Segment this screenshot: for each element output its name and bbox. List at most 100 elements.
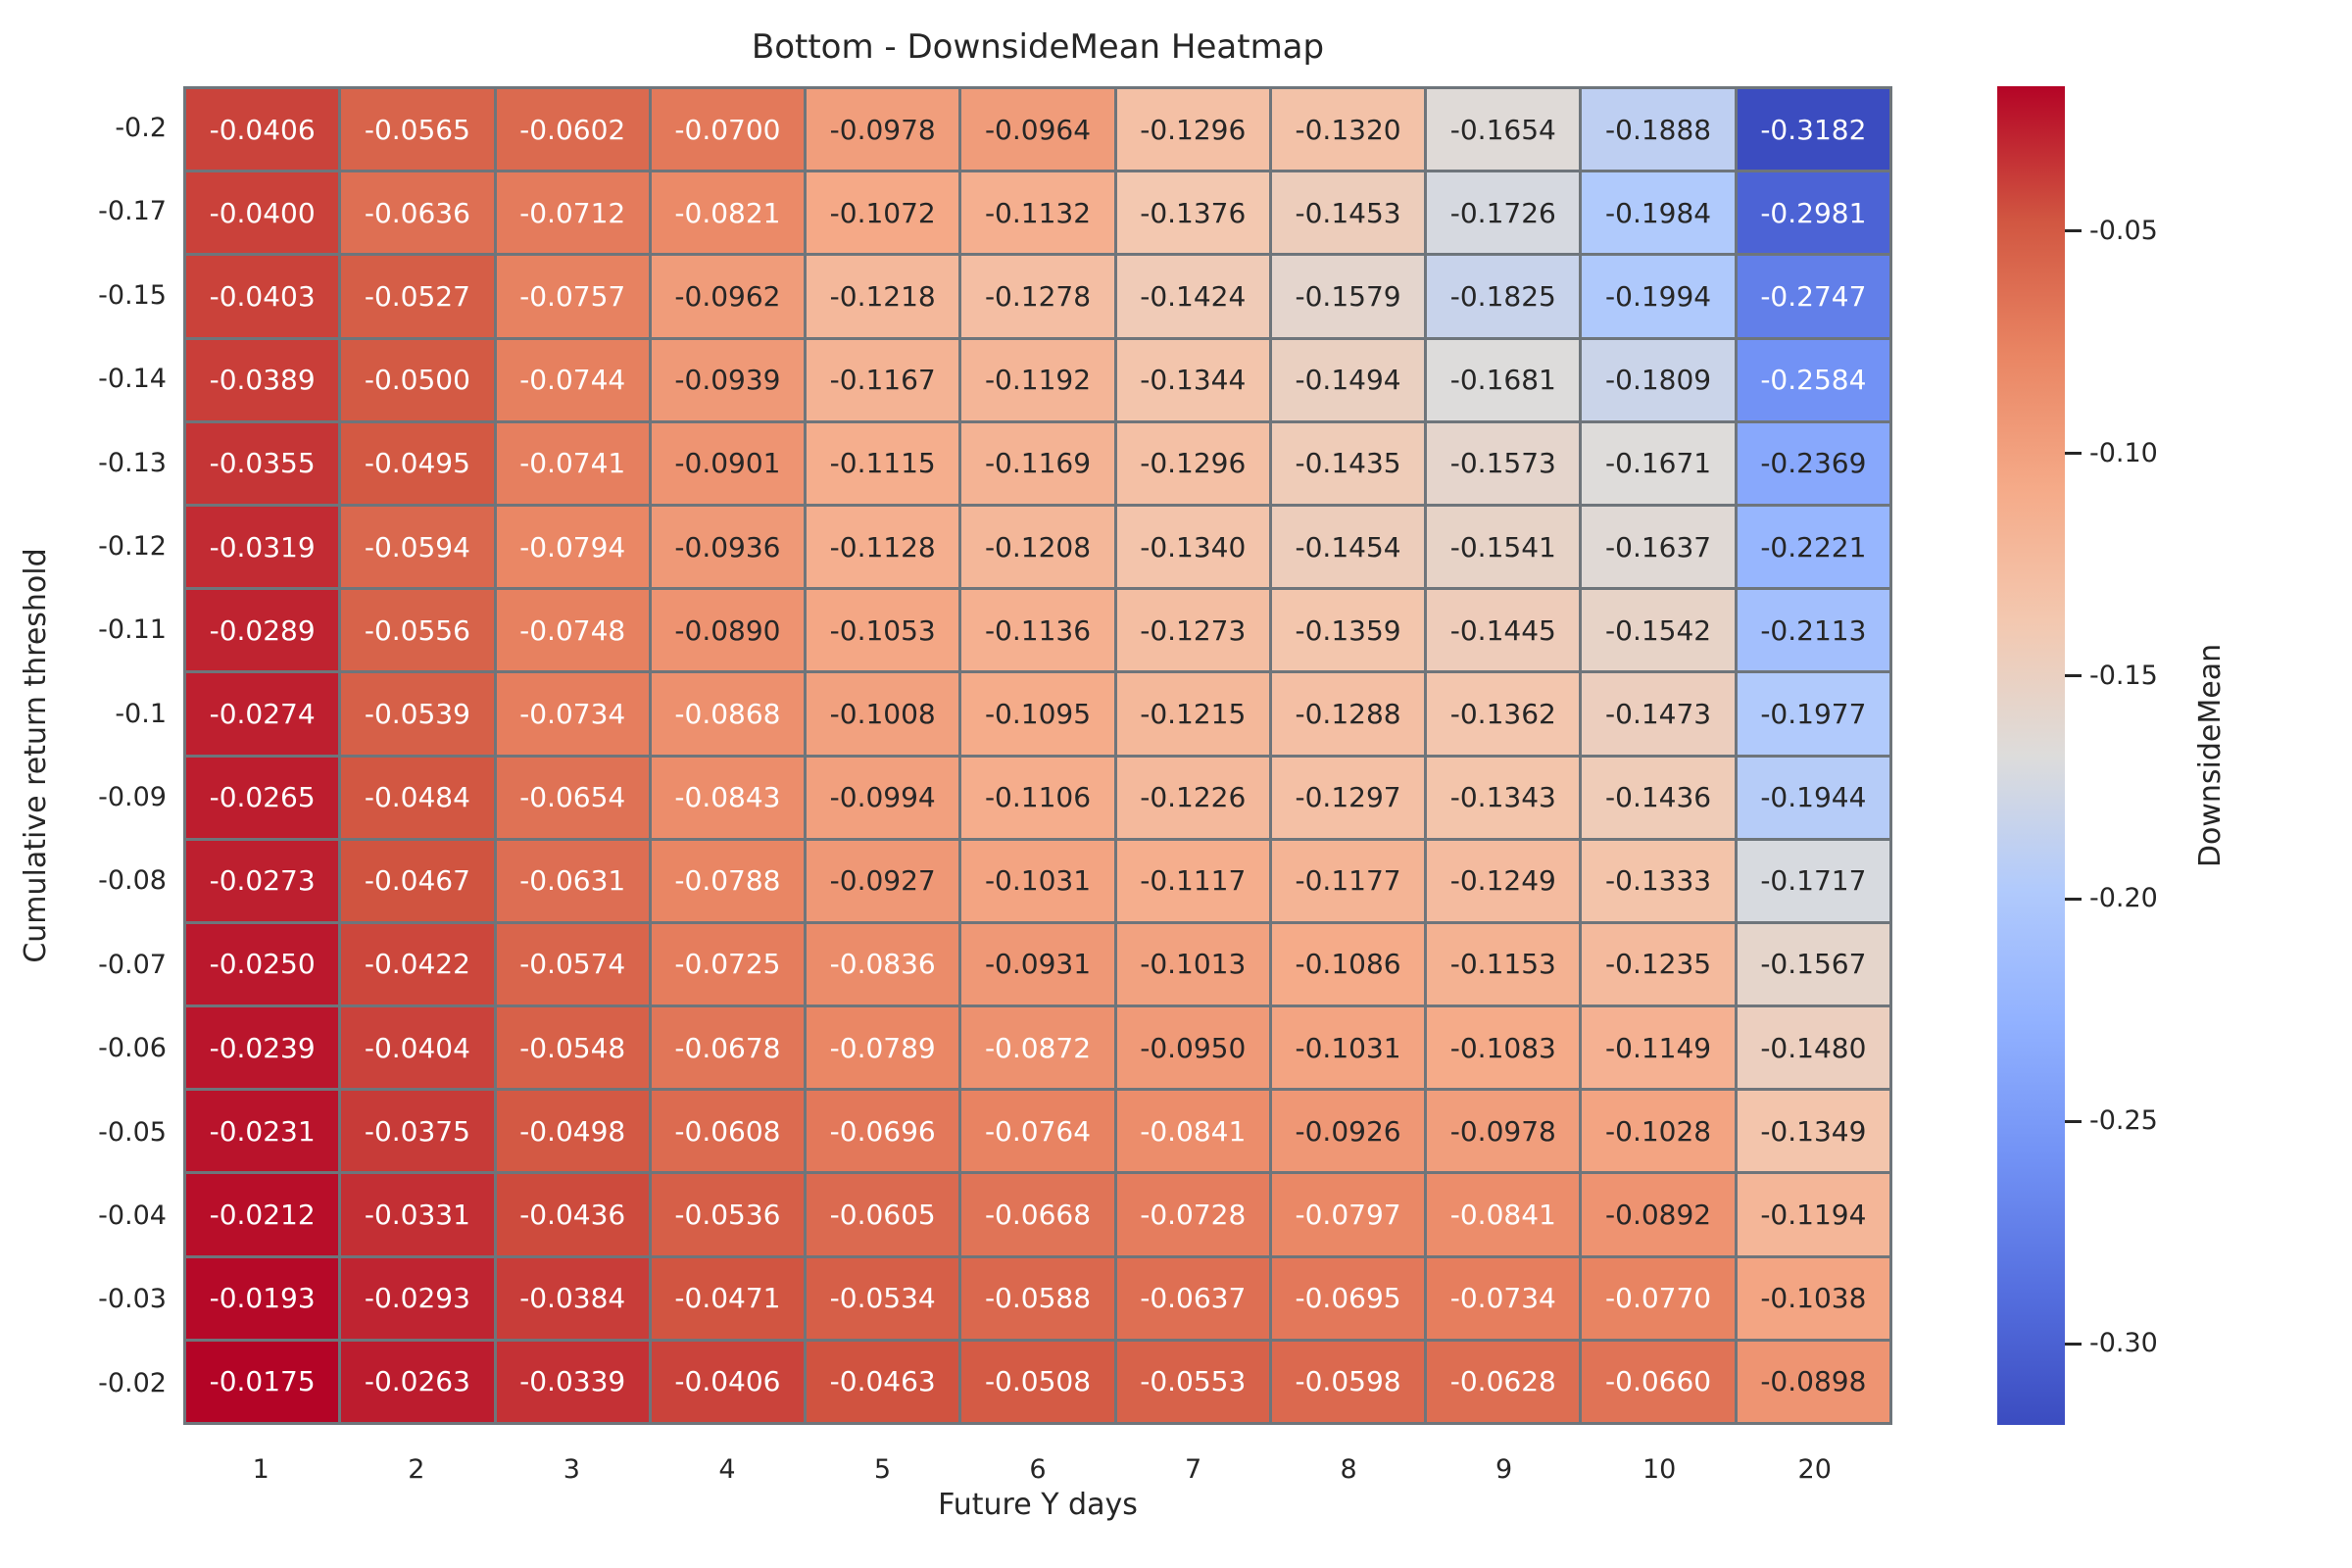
heatmap-cell: -0.0384	[496, 1257, 649, 1339]
heatmap-cell: -0.1106	[961, 757, 1114, 838]
heatmap-cell: -0.1445	[1427, 590, 1580, 671]
heatmap-cell: -0.1344	[1116, 339, 1269, 420]
heatmap-cell: -0.0436	[496, 1174, 649, 1255]
heatmap-cell: -0.0926	[1271, 1091, 1425, 1172]
y-tick-label: -0.15	[98, 279, 167, 311]
heatmap-cell: -0.0319	[186, 506, 339, 588]
heatmap-cell: -0.0660	[1582, 1341, 1735, 1422]
colorbar-tick-mark	[2065, 1342, 2082, 1346]
heatmap-cell: -0.1436	[1582, 757, 1735, 838]
heatmap-cell: -0.1288	[1271, 673, 1425, 755]
heatmap-cell: -0.1888	[1582, 89, 1735, 171]
heatmap-cell: -0.0890	[651, 590, 805, 671]
heatmap-cell: -0.1167	[807, 339, 959, 420]
heatmap-cell: -0.1013	[1116, 923, 1269, 1005]
x-tick-label: 5	[873, 1454, 892, 1485]
heatmap-cell: -0.1153	[1427, 923, 1580, 1005]
colorbar-tick-mark	[2065, 674, 2082, 678]
heatmap-cell: -0.1117	[1116, 840, 1269, 921]
heatmap-cell: -0.1424	[1116, 256, 1269, 337]
heatmap-cell: -0.0654	[496, 757, 649, 838]
heatmap-cell: -0.1296	[1116, 89, 1269, 171]
heatmap-cell: -0.0239	[186, 1007, 339, 1089]
heatmap-cell: -0.0901	[651, 422, 805, 504]
heatmap-cell: -0.1671	[1582, 422, 1735, 504]
heatmap-cell: -0.1149	[1582, 1007, 1735, 1089]
heatmap-cell: -0.0821	[651, 172, 805, 254]
heatmap-cell: -0.1343	[1427, 757, 1580, 838]
heatmap-cell: -0.0841	[1427, 1174, 1580, 1255]
chart-title: Bottom - DownsideMean Heatmap	[751, 27, 1325, 67]
y-tick-label: -0.07	[98, 949, 167, 980]
heatmap-cell: -0.1038	[1737, 1257, 1889, 1339]
heatmap-cell: -0.0565	[341, 89, 494, 171]
heatmap-cell: -0.2221	[1737, 506, 1889, 588]
x-tick-label: 7	[1184, 1454, 1202, 1485]
heatmap-cell: -0.1944	[1737, 757, 1889, 838]
heatmap-cell: -0.0467	[341, 840, 494, 921]
heatmap-cell: -0.0605	[807, 1174, 959, 1255]
heatmap-cell: -0.0962	[651, 256, 805, 337]
heatmap-cell: -0.1541	[1427, 506, 1580, 588]
y-tick-label: -0.14	[98, 364, 167, 395]
y-axis-title: Cumulative return threshold	[19, 548, 53, 963]
heatmap-cell: -0.0495	[341, 422, 494, 504]
heatmap-cell: -0.0636	[341, 172, 494, 254]
heatmap-cell: -0.0841	[1116, 1091, 1269, 1172]
heatmap-cell: -0.0927	[807, 840, 959, 921]
heatmap-cell: -0.1809	[1582, 339, 1735, 420]
heatmap-cell: -0.2981	[1737, 172, 1889, 254]
heatmap-cell: -0.0788	[651, 840, 805, 921]
heatmap-cell: -0.0289	[186, 590, 339, 671]
heatmap-cell: -0.0265	[186, 757, 339, 838]
heatmap-cell: -0.0898	[1737, 1341, 1889, 1422]
heatmap-cell: -0.1053	[807, 590, 959, 671]
heatmap-cell: -0.0696	[807, 1091, 959, 1172]
heatmap-cell: -0.0273	[186, 840, 339, 921]
heatmap-cell: -0.1226	[1116, 757, 1269, 838]
heatmap-cell: -0.0964	[961, 89, 1114, 171]
heatmap-cell: -0.1031	[961, 840, 1114, 921]
heatmap-cell: -0.0950	[1116, 1007, 1269, 1089]
heatmap-cell: -0.0484	[341, 757, 494, 838]
heatmap-cell: -0.1169	[961, 422, 1114, 504]
x-axis-title: Future Y days	[938, 1488, 1138, 1522]
x-tick-label: 20	[1797, 1454, 1832, 1485]
heatmap-cell: -0.1480	[1737, 1007, 1889, 1089]
heatmap-cell: -0.0734	[1427, 1257, 1580, 1339]
heatmap-cell: -0.0978	[807, 89, 959, 171]
heatmap-cell: -0.0770	[1582, 1257, 1735, 1339]
heatmap-cell: -0.2369	[1737, 422, 1889, 504]
heatmap-cell: -0.1028	[1582, 1091, 1735, 1172]
heatmap-cell: -0.0422	[341, 923, 494, 1005]
colorbar-tick-label: -0.20	[2089, 883, 2158, 914]
heatmap-cell: -0.0628	[1427, 1341, 1580, 1422]
heatmap-cell: -0.0695	[1271, 1257, 1425, 1339]
heatmap-cell: -0.0574	[496, 923, 649, 1005]
heatmap-cell: -0.0403	[186, 256, 339, 337]
heatmap-cell: -0.0231	[186, 1091, 339, 1172]
heatmap-cell: -0.0588	[961, 1257, 1114, 1339]
heatmap-cell: -0.1473	[1582, 673, 1735, 755]
heatmap-cell: -0.0734	[496, 673, 649, 755]
heatmap-cell: -0.0608	[651, 1091, 805, 1172]
heatmap-cell: -0.1218	[807, 256, 959, 337]
heatmap-cell: -0.0936	[651, 506, 805, 588]
x-tick-label: 4	[718, 1454, 736, 1485]
heatmap-cell: -0.0872	[961, 1007, 1114, 1089]
y-tick-label: -0.03	[98, 1284, 167, 1315]
heatmap-cell: -0.0527	[341, 256, 494, 337]
y-tick-label: -0.17	[98, 196, 167, 227]
colorbar-tick-label: -0.30	[2089, 1328, 2158, 1359]
heatmap-cell: -0.1717	[1737, 840, 1889, 921]
x-tick-label: 10	[1642, 1454, 1677, 1485]
heatmap-cell: -0.0331	[341, 1174, 494, 1255]
heatmap-cell: -0.1359	[1271, 590, 1425, 671]
heatmap-cell: -0.0536	[651, 1174, 805, 1255]
y-tick-label: -0.05	[98, 1116, 167, 1148]
heatmap-cell: -0.0389	[186, 339, 339, 420]
heatmap-cell: -0.0668	[961, 1174, 1114, 1255]
heatmap-cell: -0.0594	[341, 506, 494, 588]
heatmap-cell: -0.1095	[961, 673, 1114, 755]
heatmap-cell: -0.0631	[496, 840, 649, 921]
